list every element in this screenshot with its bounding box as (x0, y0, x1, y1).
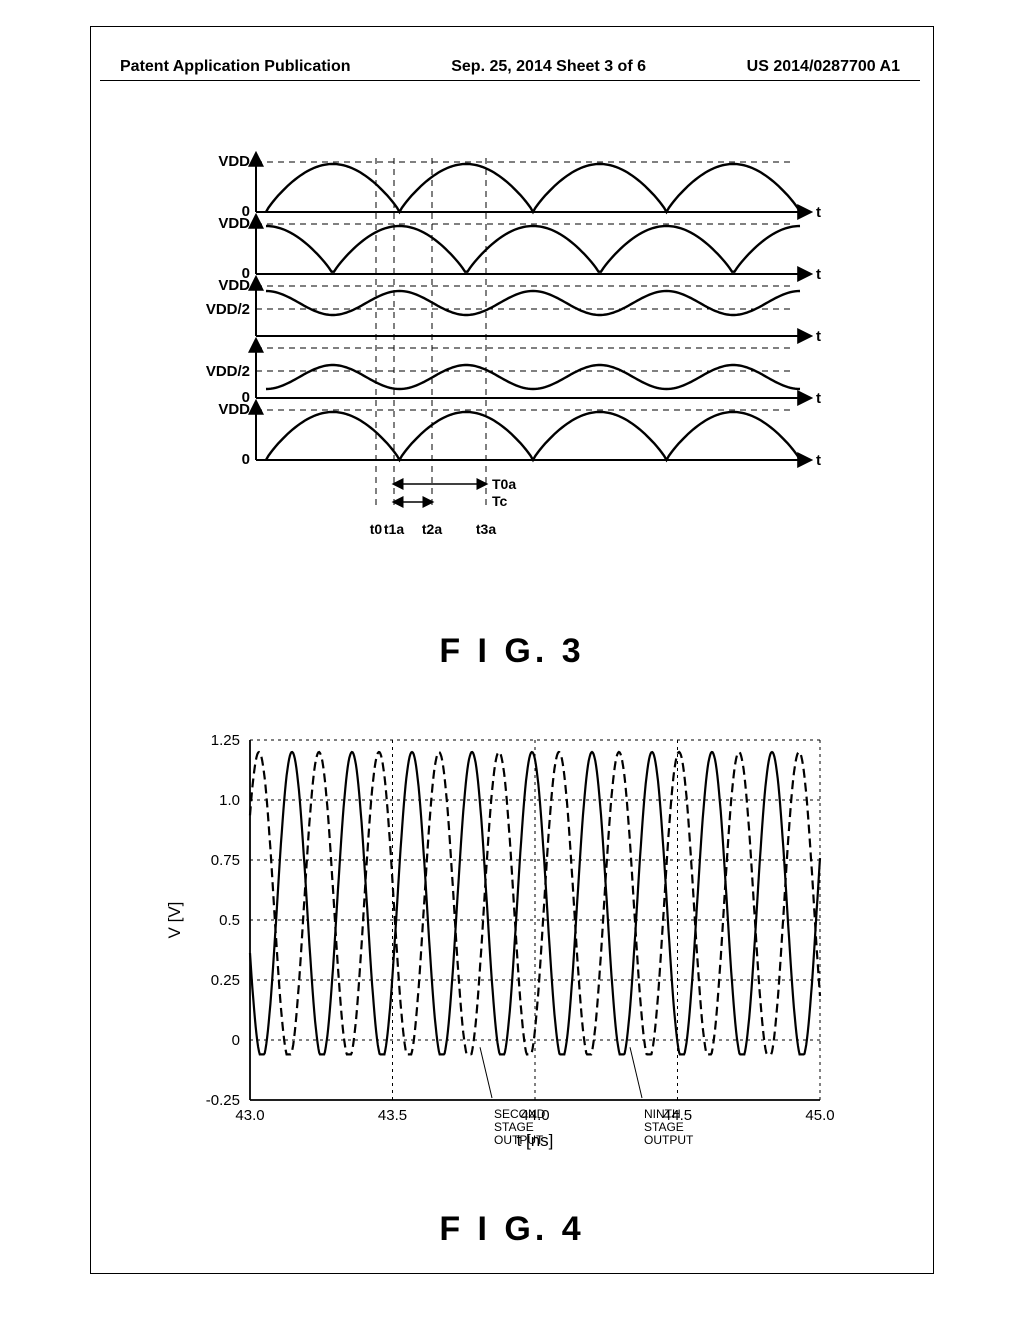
svg-text:OUTPUT: OUTPUT (494, 1133, 544, 1147)
svg-text:t0: t0 (370, 521, 383, 537)
svg-text:45.0: 45.0 (805, 1107, 834, 1124)
svg-text:NINTH: NINTH (644, 1107, 681, 1121)
header-rule (100, 80, 920, 81)
header-left: Patent Application Publication (120, 58, 351, 76)
svg-text:STAGE: STAGE (494, 1120, 534, 1134)
svg-text:V [V]: V [V] (165, 902, 184, 939)
svg-text:0: 0 (232, 1032, 240, 1049)
svg-text:t: t (816, 204, 821, 221)
svg-text:t: t (816, 390, 821, 407)
svg-text:0.5: 0.5 (219, 912, 240, 929)
svg-text:Tc: Tc (492, 493, 508, 509)
svg-text:t: t (816, 452, 821, 469)
figure-3: LO1VDD0tLO2VDD0tLO3VDDVDD/2tLO4VDD/20tLO… (200, 150, 840, 600)
svg-text:VDD/2: VDD/2 (206, 363, 250, 380)
svg-text:VDD: VDD (218, 215, 250, 232)
svg-text:VDD: VDD (218, 401, 250, 418)
svg-text:t: t (816, 328, 821, 345)
svg-text:0: 0 (242, 451, 250, 468)
svg-text:SECOND: SECOND (494, 1107, 546, 1121)
svg-text:t1a: t1a (384, 521, 404, 537)
svg-text:STAGE: STAGE (644, 1120, 684, 1134)
svg-text:t3a: t3a (476, 521, 496, 537)
svg-text:VDD/2: VDD/2 (206, 301, 250, 318)
svg-text:0.75: 0.75 (211, 852, 240, 869)
page-header: Patent Application Publication Sep. 25, … (120, 58, 900, 76)
svg-text:43.0: 43.0 (235, 1107, 264, 1124)
svg-text:t: t (816, 266, 821, 283)
svg-text:VDD: VDD (218, 277, 250, 294)
svg-text:t2a: t2a (422, 521, 442, 537)
svg-text:VDD: VDD (218, 153, 250, 170)
svg-text:OUTPUT: OUTPUT (644, 1133, 694, 1147)
header-center: Sep. 25, 2014 Sheet 3 of 6 (451, 58, 646, 76)
figure-4-caption: F I G. 4 (439, 1210, 584, 1249)
header-right: US 2014/0287700 A1 (747, 58, 900, 76)
svg-text:43.5: 43.5 (378, 1107, 407, 1124)
svg-text:0.25: 0.25 (211, 972, 240, 989)
figure-4: -0.2500.250.50.751.01.2543.043.544.044.5… (160, 720, 860, 1190)
svg-text:T0a: T0a (492, 476, 516, 492)
svg-text:1.0: 1.0 (219, 792, 240, 809)
svg-text:1.25: 1.25 (211, 732, 240, 749)
figure-3-caption: F I G. 3 (439, 632, 584, 671)
